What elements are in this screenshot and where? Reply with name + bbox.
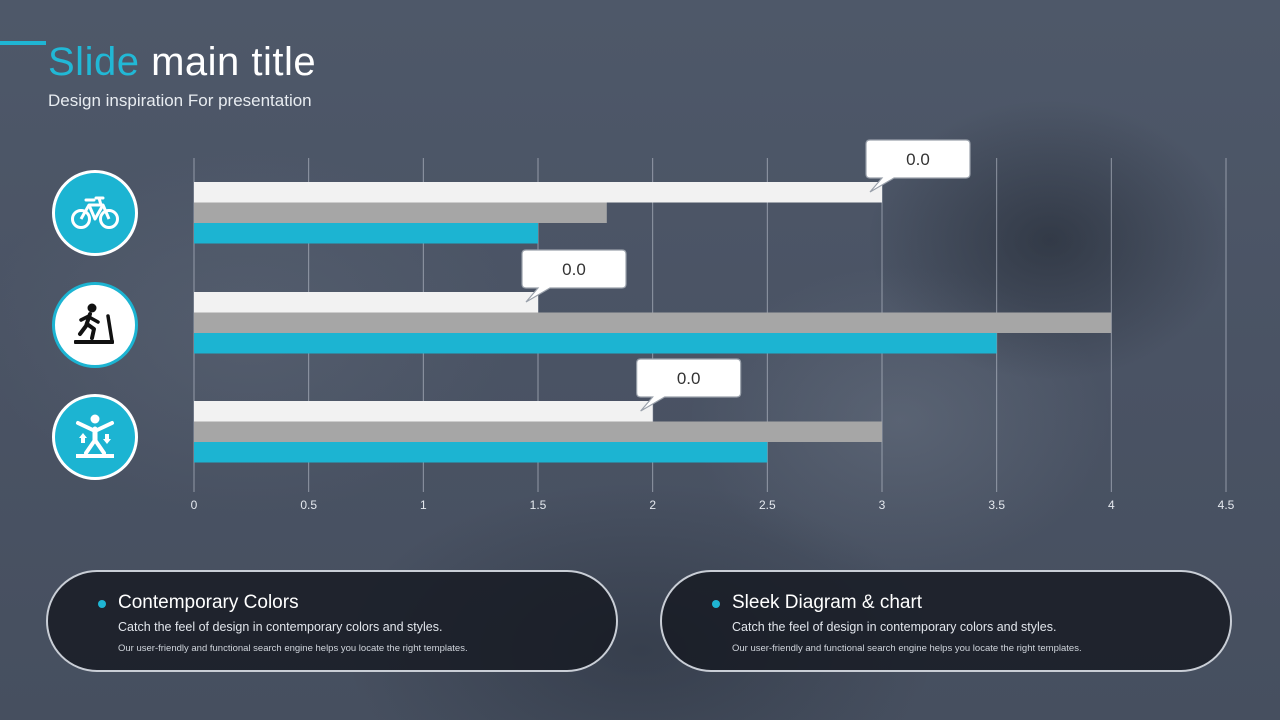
- panel-text: Catch the feel of design in contemporary…: [732, 620, 1057, 634]
- bullet-dot: [98, 600, 106, 608]
- panel-text: Catch the feel of design in contemporary…: [118, 620, 443, 634]
- bar-1: [194, 182, 882, 203]
- bicycle-icon: [71, 196, 119, 229]
- title-highlight: Slide: [48, 40, 140, 84]
- x-tick-label: 4.5: [1218, 498, 1235, 512]
- x-tick-label: 0.5: [300, 498, 317, 512]
- bar-2: [194, 312, 1112, 333]
- bar-3: [194, 333, 997, 354]
- title-accent-line: [0, 41, 46, 45]
- treadmill-circle: [52, 282, 138, 368]
- x-tick-label: 3.5: [988, 498, 1005, 512]
- data-callout: 0.0: [865, 139, 971, 193]
- data-callout: 0.0: [636, 358, 742, 412]
- page-subtitle: Design inspiration For presentation: [48, 91, 312, 110]
- callout-label: 0.0: [562, 260, 586, 279]
- bullet-dot: [712, 600, 720, 608]
- callout-bubble: [521, 249, 627, 303]
- bicycle-circle: [52, 170, 138, 256]
- bar-1: [194, 292, 538, 313]
- callout-bubble: [636, 358, 742, 412]
- x-tick-label: 4: [1108, 498, 1115, 512]
- treadmill-runner-icon: [74, 303, 114, 344]
- bar-3: [194, 223, 538, 244]
- bar-1: [194, 401, 653, 422]
- x-tick-label: 1: [420, 498, 427, 512]
- panel-title: Sleek Diagram & chart: [732, 592, 923, 613]
- data-callout: 0.0: [521, 249, 627, 303]
- x-tick-label: 1.5: [530, 498, 547, 512]
- bar-2: [194, 421, 882, 442]
- bar-2: [194, 202, 607, 223]
- bar-3: [194, 442, 768, 463]
- jumping-circle: [52, 394, 138, 480]
- title-rest: main title: [139, 40, 317, 84]
- callout-bubble: [865, 139, 971, 193]
- callout-label: 0.0: [677, 369, 701, 388]
- x-tick-label: 2.5: [759, 498, 776, 512]
- x-tick-label: 3: [879, 498, 886, 512]
- panel-title: Contemporary Colors: [118, 592, 299, 613]
- panel-subtext: Our user-friendly and functional search …: [118, 643, 468, 654]
- jumping-person-icon: [76, 414, 114, 458]
- x-tick-label: 2: [649, 498, 656, 512]
- info-panel-right: Sleek Diagram & chart Catch the feel of …: [660, 570, 1232, 672]
- callout-label: 0.0: [906, 150, 930, 169]
- x-tick-label: 0: [191, 498, 198, 512]
- panel-subtext: Our user-friendly and functional search …: [732, 643, 1082, 654]
- page-title: Slide main title: [48, 38, 316, 86]
- info-panel-left: Contemporary Colors Catch the feel of de…: [46, 570, 618, 672]
